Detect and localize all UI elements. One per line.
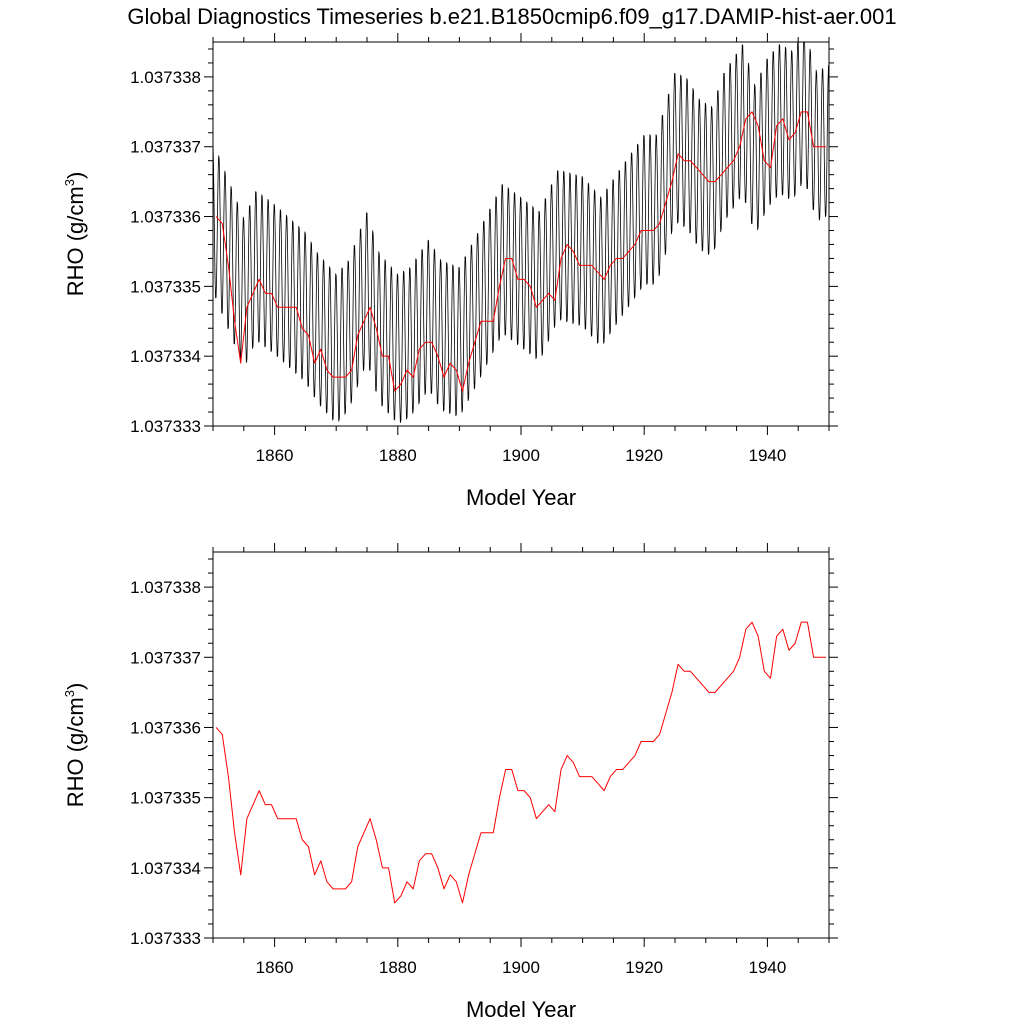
x-axis-label: Model Year	[466, 485, 576, 510]
y-tick-label: 1.037334	[130, 859, 201, 878]
y-tick-label: 1.037337	[130, 138, 201, 157]
x-tick-label: 1940	[748, 446, 786, 465]
y-tick-label: 1.037333	[130, 929, 201, 948]
y-axis-label-text: RHO (g/cm	[63, 697, 88, 807]
plot-area	[215, 621, 826, 904]
x-tick-label: 1900	[502, 446, 540, 465]
y-tick-label: 1.037338	[130, 68, 201, 87]
y-tick-label: 1.037338	[130, 578, 201, 597]
x-axis-label: Model Year	[466, 997, 576, 1022]
x-tick-label: 1920	[625, 958, 663, 977]
x-tick-label: 1900	[502, 958, 540, 977]
monthly-series-line	[213, 42, 829, 424]
y-tick-label: 1.037337	[130, 648, 201, 667]
x-tick-label: 1880	[379, 446, 417, 465]
x-tick-label: 1860	[256, 446, 294, 465]
y-axis-label: RHO (g/cm3)	[62, 172, 88, 297]
y-tick-label: 1.037333	[130, 417, 201, 436]
x-ticks: 1860 1880 1900 1920 1940	[212, 543, 830, 977]
y-ticks: 1.037333 1.037334 1.037335 1.037336 1.037337…	[130, 48, 838, 436]
x-tick-label: 1860	[256, 958, 294, 977]
y-axis-label-text: RHO (g/cm	[63, 186, 88, 296]
annual-mean-line	[215, 621, 826, 904]
plot-area	[213, 42, 829, 424]
y-tick-label: 1.037334	[130, 347, 201, 366]
y-axis-label-close: )	[63, 172, 88, 179]
x-tick-label: 1920	[625, 446, 663, 465]
y-axis-label-close: )	[63, 683, 88, 690]
x-tick-label: 1940	[748, 958, 786, 977]
x-ticks: 1860 1880 1900 1920 1940	[212, 33, 830, 465]
top-panel: 1860 1880 1900 1920 19401.0373331.0373341.03…	[62, 33, 838, 510]
x-tick-label: 1880	[379, 958, 417, 977]
y-ticks: 1.037333 1.037334 1.037335 1.037336 1.037337…	[130, 558, 838, 948]
y-axis-label-superscript: 3	[62, 690, 77, 697]
plot-frame	[212, 551, 830, 939]
y-tick-label: 1.037336	[130, 718, 201, 737]
y-axis-label-superscript: 3	[62, 179, 77, 186]
y-tick-label: 1.037335	[130, 277, 201, 296]
y-tick-label: 1.037336	[130, 208, 201, 227]
y-axis-label: RHO (g/cm3)	[62, 683, 88, 808]
bottom-panel: 1860 1880 1900 1920 19401.0373331.0373341.03…	[62, 543, 838, 1022]
page-title: Global Diagnostics Timeseries b.e21.B185…	[127, 4, 896, 29]
annual-mean-line	[215, 111, 826, 392]
y-tick-label: 1.037335	[130, 789, 201, 808]
